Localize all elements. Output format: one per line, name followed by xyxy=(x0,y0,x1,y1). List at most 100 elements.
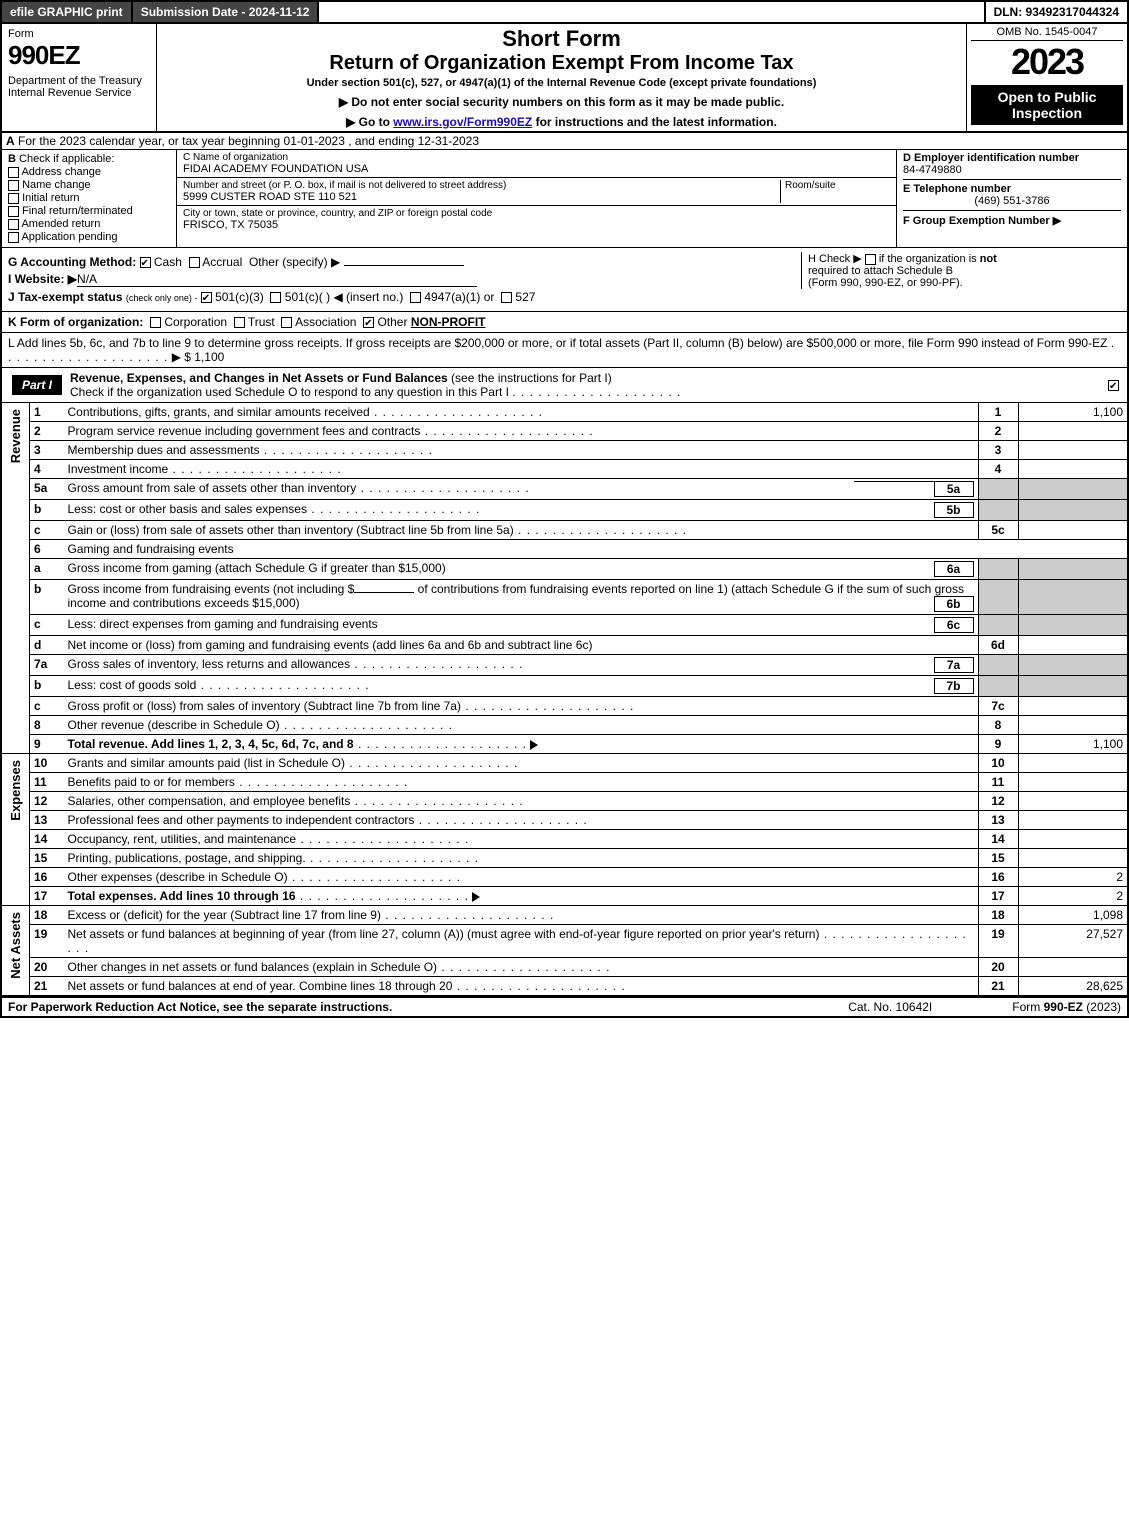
row-L: L Add lines 5b, 6c, and 7b to line 9 to … xyxy=(0,333,1129,368)
line-5b: Less: cost or other basis and sales expe… xyxy=(64,500,979,521)
line-1-val: 1,100 xyxy=(1018,403,1128,422)
title-short-form: Short Form xyxy=(163,26,960,52)
omb-number: OMB No. 1545-0047 xyxy=(971,26,1123,41)
city-val: FRISCO, TX 75035 xyxy=(183,219,890,231)
line-17: Total expenses. Add lines 10 through 16 xyxy=(64,887,979,906)
line-6c: Less: direct expenses from gaming and fu… xyxy=(64,615,979,636)
line-7a: Gross sales of inventory, less returns a… xyxy=(64,655,979,676)
ein-val: 84-4749880 xyxy=(903,164,962,176)
chk-501c3[interactable] xyxy=(201,292,212,303)
chk-H[interactable] xyxy=(865,254,876,265)
line-8: Other revenue (describe in Schedule O) xyxy=(64,716,979,735)
bcde-block: B Check if applicable: Address change Na… xyxy=(0,150,1129,248)
footer: For Paperwork Reduction Act Notice, see … xyxy=(0,997,1129,1018)
line-15: Printing, publications, postage, and shi… xyxy=(64,849,979,868)
line-5a: Gross amount from sale of assets other t… xyxy=(64,479,979,500)
line-7c: Gross profit or (loss) from sales of inv… xyxy=(64,697,979,716)
col-C: C Name of organization FIDAI ACADEMY FOU… xyxy=(177,150,897,247)
line-4: Investment income xyxy=(64,460,979,479)
line-6d: Net income or (loss) from gaming and fun… xyxy=(64,636,979,655)
chk-accrual[interactable] xyxy=(189,257,200,268)
line-12: Salaries, other compensation, and employ… xyxy=(64,792,979,811)
line-5c: Gain or (loss) from sale of assets other… xyxy=(64,521,979,540)
street-label: Number and street (or P. O. box, if mail… xyxy=(183,180,780,191)
form-word: Form xyxy=(8,28,150,40)
line-6: Gaming and fundraising events xyxy=(64,540,1129,559)
line-2: Program service revenue including govern… xyxy=(64,422,979,441)
website-val: N/A xyxy=(77,272,97,286)
ghij-block: H Check ▶ if the organization is not req… xyxy=(0,248,1129,312)
line-14: Occupancy, rent, utilities, and maintena… xyxy=(64,830,979,849)
line-16: Other expenses (describe in Schedule O) xyxy=(64,868,979,887)
c-name-label: C Name of organization xyxy=(183,152,890,163)
submission-date-button[interactable]: Submission Date - 2024-11-12 xyxy=(133,2,320,22)
chk-app-pending[interactable]: Application pending xyxy=(8,231,170,243)
subtitle: Under section 501(c), 527, or 4947(a)(1)… xyxy=(163,77,960,89)
open-public-badge: Open to Public Inspection xyxy=(971,85,1123,125)
chk-amended[interactable]: Amended return xyxy=(8,218,170,230)
chk-initial-return[interactable]: Initial return xyxy=(8,192,170,204)
label-A: A xyxy=(6,134,15,148)
tel-val: (469) 551-3786 xyxy=(903,195,1121,207)
chk-cash[interactable] xyxy=(140,257,151,268)
chk-corp[interactable] xyxy=(150,317,161,328)
line-21: Net assets or fund balances at end of ye… xyxy=(64,977,979,997)
chk-schedule-o[interactable] xyxy=(1108,380,1119,391)
chk-assoc[interactable] xyxy=(281,317,292,328)
line-7b: Less: cost of goods sold 7b xyxy=(64,676,979,697)
instruction-1: ▶ Do not enter social security numbers o… xyxy=(163,95,960,109)
other-org-val: NON-PROFIT xyxy=(411,315,486,329)
line-9: Total revenue. Add lines 1, 2, 3, 4, 5c,… xyxy=(64,735,979,754)
chk-final-return[interactable]: Final return/terminated xyxy=(8,205,170,217)
line-16-val: 2 xyxy=(1018,868,1128,887)
side-revenue: Revenue xyxy=(6,405,25,467)
chk-other-org[interactable] xyxy=(363,317,374,328)
irs-link[interactable]: www.irs.gov/Form990EZ xyxy=(393,115,532,129)
line-11: Benefits paid to or for members xyxy=(64,773,979,792)
year-col: OMB No. 1545-0047 2023 Open to Public In… xyxy=(967,24,1127,131)
line-17-val: 2 xyxy=(1018,887,1128,906)
other-specify-input[interactable] xyxy=(344,265,464,266)
line-10: Grants and similar amounts paid (list in… xyxy=(64,754,979,773)
form-footer-id: Form 990-EZ (2023) xyxy=(1012,1000,1121,1014)
cat-no: Cat. No. 10642I xyxy=(848,1000,932,1014)
L-val: 1,100 xyxy=(194,350,224,364)
line-1: Contributions, gifts, grants, and simila… xyxy=(64,403,979,422)
dept-label: Department of the Treasury Internal Reve… xyxy=(8,75,150,99)
chk-501c[interactable] xyxy=(270,292,281,303)
efile-print-button[interactable]: efile GRAPHIC print xyxy=(2,2,133,22)
line-13: Professional fees and other payments to … xyxy=(64,811,979,830)
form-id-col: Form 990EZ Department of the Treasury In… xyxy=(2,24,157,131)
group-exemption-label: F Group Exemption Number ▶ xyxy=(903,215,1061,227)
city-label: City or town, state or province, country… xyxy=(183,208,890,219)
part-i-tag: Part I xyxy=(12,375,62,395)
form-number: 990EZ xyxy=(8,40,150,71)
chk-4947[interactable] xyxy=(410,292,421,303)
side-netassets: Net Assets xyxy=(6,908,25,983)
part-i-header: Part I Revenue, Expenses, and Changes in… xyxy=(0,368,1129,403)
chk-trust[interactable] xyxy=(234,317,245,328)
dln-label: DLN: 93492317044324 xyxy=(984,2,1127,22)
row-J: J Tax-exempt status (check only one) - 5… xyxy=(8,290,1121,304)
line-9-val: 1,100 xyxy=(1018,735,1128,754)
row-A: A For the 2023 calendar year, or tax yea… xyxy=(0,133,1129,150)
street-val: 5999 CUSTER ROAD STE 110 521 xyxy=(183,191,780,203)
form-header: Form 990EZ Department of the Treasury In… xyxy=(0,24,1129,133)
line-18-val: 1,098 xyxy=(1018,906,1128,925)
topbar: efile GRAPHIC print Submission Date - 20… xyxy=(0,0,1129,24)
line-6a: Gross income from gaming (attach Schedul… xyxy=(64,559,979,580)
row-A-text: For the 2023 calendar year, or tax year … xyxy=(18,134,479,148)
line-3: Membership dues and assessments xyxy=(64,441,979,460)
org-name: FIDAI ACADEMY FOUNDATION USA xyxy=(183,163,890,175)
line-6b: Gross income from fundraising events (no… xyxy=(64,580,979,615)
instruction-2: ▶ Go to www.irs.gov/Form990EZ for instru… xyxy=(163,115,960,129)
title-return: Return of Organization Exempt From Incom… xyxy=(163,52,960,75)
row-K: K Form of organization: Corporation Trus… xyxy=(0,312,1129,333)
line-19-val: 27,527 xyxy=(1018,925,1128,958)
chk-name-change[interactable]: Name change xyxy=(8,179,170,191)
chk-527[interactable] xyxy=(501,292,512,303)
chk-address-change[interactable]: Address change xyxy=(8,166,170,178)
row-H: H Check ▶ if the organization is not req… xyxy=(801,252,1121,289)
line-19: Net assets or fund balances at beginning… xyxy=(64,925,979,958)
lines-table: Revenue 1 Contributions, gifts, grants, … xyxy=(0,403,1129,997)
